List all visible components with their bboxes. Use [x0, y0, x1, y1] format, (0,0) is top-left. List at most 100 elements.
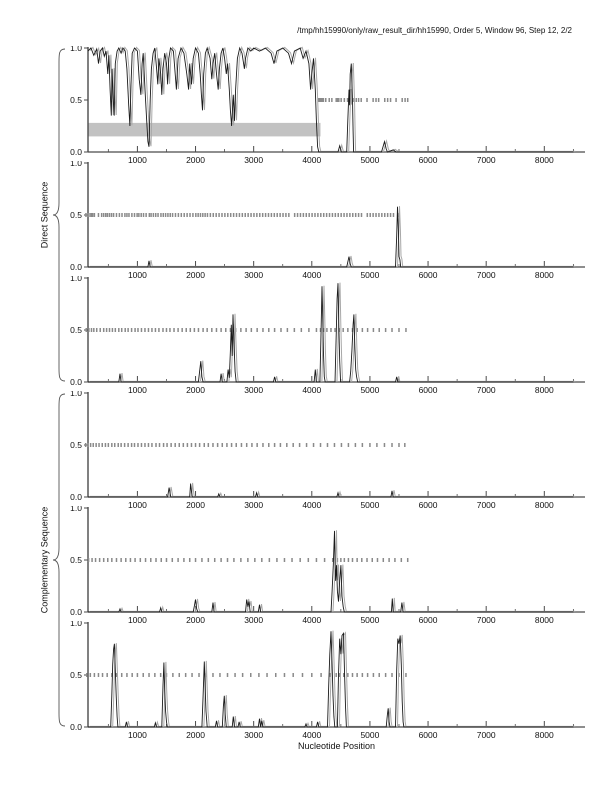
half-level-mark: [193, 328, 196, 332]
half-level-mark: [172, 673, 174, 677]
half-level-mark: [160, 558, 162, 562]
half-level-mark: [173, 328, 175, 332]
half-level-mark: [198, 443, 201, 447]
half-level-mark: [120, 443, 122, 447]
half-level-mark: [347, 328, 349, 332]
half-level-mark: [258, 673, 260, 677]
half-level-mark: [268, 443, 270, 447]
half-level-mark: [155, 443, 157, 447]
half-level-mark: [88, 328, 90, 332]
half-level-mark: [128, 213, 130, 217]
panel-direct-2: 0.0 0.5 1.0 1000 2000 3000 4000 5000 6000 7000 800…: [70, 161, 585, 280]
half-level-mark: [158, 328, 160, 332]
half-level-mark: [108, 328, 111, 332]
half-level-mark: [130, 443, 133, 447]
half-level-mark: [185, 328, 187, 332]
x-tick-label: 1000: [128, 500, 147, 510]
half-level-mark: [124, 328, 126, 332]
probability-trace-shadow: [90, 482, 576, 497]
half-level-mark: [261, 558, 263, 562]
half-level-mark: [384, 673, 387, 677]
half-level-mark: [392, 213, 395, 217]
half-level-mark: [218, 213, 220, 217]
half-level-mark: [166, 443, 168, 447]
half-level-mark: [247, 213, 249, 217]
half-level-mark: [267, 213, 270, 217]
half-level-mark: [308, 328, 310, 332]
half-level-mark: [171, 213, 174, 217]
half-level-mark: [376, 558, 379, 562]
half-level-mark: [174, 443, 176, 447]
half-level-mark: [312, 443, 315, 447]
half-level-mark: [319, 328, 322, 332]
x-tick-label: 6000: [419, 730, 438, 740]
half-level-mark: [240, 443, 243, 447]
half-level-mark: [108, 213, 111, 217]
half-level-mark: [127, 328, 129, 332]
half-level-mark: [123, 443, 126, 447]
half-level-mark: [282, 213, 284, 217]
y-tick-label: 0.0: [70, 262, 82, 272]
half-level-mark: [391, 443, 393, 447]
half-level-mark: [212, 443, 214, 447]
half-level-mark: [285, 213, 287, 217]
half-level-mark: [279, 443, 282, 447]
half-level-mark: [85, 328, 88, 332]
x-tick-label: 4000: [302, 615, 321, 625]
half-level-mark: [398, 443, 400, 447]
half-level-mark: [250, 328, 253, 332]
half-level-mark: [194, 443, 197, 447]
half-level-mark: [133, 443, 136, 447]
x-tick-label: 2000: [186, 155, 205, 165]
half-level-mark: [262, 328, 264, 332]
half-level-mark: [86, 673, 88, 677]
half-level-mark: [102, 213, 105, 217]
half-level-mark: [120, 558, 122, 562]
half-level-mark: [366, 213, 369, 217]
half-level-mark: [199, 213, 202, 217]
half-level-mark: [177, 328, 179, 332]
half-level-mark: [291, 558, 293, 562]
half-level-mark: [307, 558, 310, 562]
half-level-mark: [391, 328, 393, 332]
half-level-mark: [383, 443, 386, 447]
half-level-mark: [320, 213, 322, 217]
half-level-mark: [330, 328, 332, 332]
half-level-mark: [215, 213, 217, 217]
probability-trace: [88, 283, 574, 383]
half-level-mark: [209, 213, 212, 217]
half-level-mark: [372, 213, 374, 217]
half-level-mark: [154, 213, 157, 217]
half-level-mark: [356, 558, 358, 562]
half-level-mark: [140, 443, 143, 447]
half-level-mark: [137, 328, 139, 332]
half-level-mark: [111, 558, 113, 562]
x-tick-label: 4000: [302, 730, 321, 740]
panel-complementary-3: 0.0 0.5 1.0 1000 2000 3000 4000 5000 6000 7000 800…: [70, 621, 585, 740]
half-level-mark: [275, 673, 277, 677]
half-level-mark: [201, 558, 203, 562]
half-level-mark: [314, 213, 316, 217]
x-axis-title: Nucleotide Position: [297, 741, 376, 751]
half-level-mark: [136, 213, 138, 217]
half-level-mark: [268, 558, 271, 562]
half-level-mark: [389, 213, 392, 217]
half-level-mark: [178, 443, 181, 447]
x-tick-label: 2000: [186, 500, 205, 510]
half-level-mark: [134, 328, 136, 332]
half-level-mark: [89, 443, 92, 447]
x-tick-label: 1000: [128, 615, 147, 625]
half-level-mark: [93, 328, 95, 332]
half-level-mark: [142, 213, 145, 217]
half-level-mark: [211, 328, 213, 332]
x-tick-label: 7000: [477, 730, 496, 740]
half-level-mark: [288, 213, 290, 217]
half-level-mark: [107, 443, 110, 447]
half-level-mark: [194, 558, 197, 562]
half-level-mark: [286, 443, 288, 447]
half-level-mark: [203, 443, 206, 447]
half-level-mark: [352, 213, 354, 217]
y-tick-label: 1.0: [70, 391, 82, 398]
half-level-mark: [229, 328, 232, 332]
half-level-mark: [98, 443, 100, 447]
